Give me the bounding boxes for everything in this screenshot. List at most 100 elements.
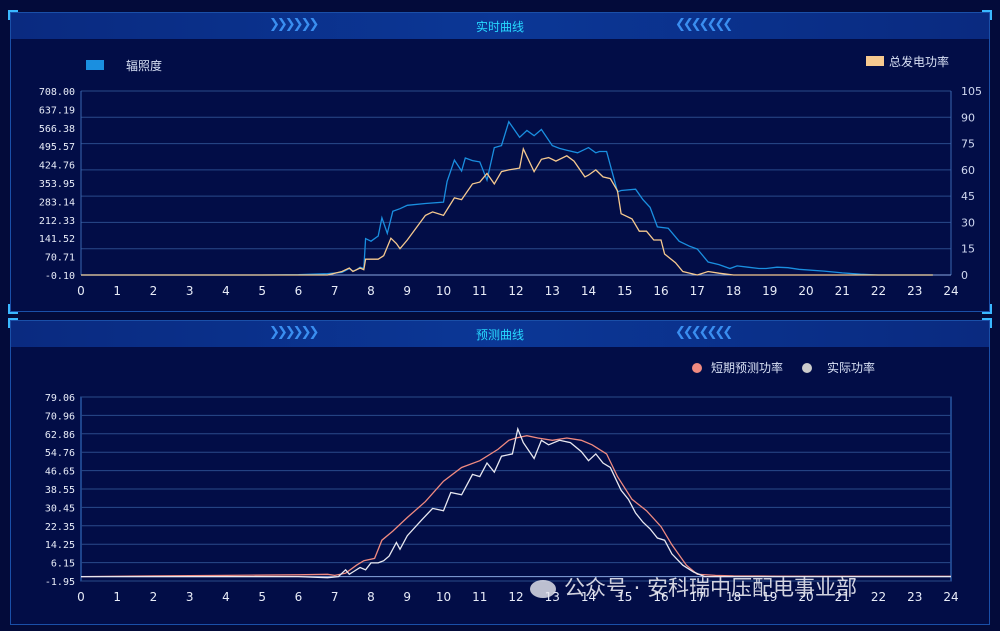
y-right-tick-label: 45	[961, 190, 975, 203]
series-line-1	[81, 120, 933, 276]
y-left-tick-label: 566.38	[39, 124, 75, 135]
watermark-text: 公众号 · 安科瑞中压配电事业部	[564, 576, 858, 600]
x-tick-label: 23	[907, 590, 922, 604]
y-right-tick-label: 60	[961, 164, 975, 177]
x-tick-label: 16	[653, 590, 668, 604]
y-left-tick-label: 70.71	[45, 253, 75, 264]
corner-accent	[982, 318, 992, 328]
x-tick-label: 8	[367, 590, 375, 604]
x-tick-label: 12	[508, 590, 523, 604]
corner-accent	[8, 318, 18, 328]
x-tick-label: 18	[726, 590, 741, 604]
x-tick-label: 13	[545, 284, 560, 298]
x-tick-label: 22	[871, 284, 886, 298]
legend-swatch	[692, 363, 702, 373]
x-tick-label: 0	[77, 590, 85, 604]
chevrons-left-icon: ❮❮❮❮❮❮❮	[675, 325, 733, 340]
y-left-tick-label: 283.14	[39, 197, 75, 208]
y-tick-label: 22.35	[45, 522, 75, 533]
x-tick-label: 23	[907, 284, 922, 298]
x-tick-label: 15	[617, 284, 632, 298]
series-line-2	[81, 146, 933, 276]
realtime-panel: ❯❯❯❯❯❯ 实时曲线 ❮❮❮❮❮❮❮ 0 15 30 45 60 75 90 105 -0.1…	[10, 12, 990, 312]
y-left-tick-label: 708.00	[39, 87, 75, 98]
corner-accent	[8, 304, 18, 314]
x-tick-label: 2	[150, 284, 158, 298]
x-tick-label: 3	[186, 284, 194, 298]
panel-title: 预测曲线	[475, 328, 524, 342]
chevrons-left-icon: ❮❮❮❮❮❮❮	[675, 17, 733, 32]
x-tick-label: 15	[617, 590, 632, 604]
y-right-tick-label: 15	[961, 243, 975, 256]
y-tick-label: 70.96	[45, 411, 75, 422]
x-tick-label: 7	[331, 284, 339, 298]
series-line-2	[81, 426, 951, 579]
y-right-tick-label: 0	[961, 269, 968, 282]
chevrons-right-icon: ❯❯❯❯❯❯	[269, 17, 319, 32]
panel-title: 实时曲线	[475, 20, 524, 34]
y-tick-label: 79.06	[45, 393, 75, 404]
legend-swatch	[866, 56, 884, 66]
x-tick-label: 9	[403, 590, 411, 604]
x-tick-label: 14	[581, 590, 596, 604]
y-right-tick-label: 75	[961, 138, 975, 151]
x-tick-label: 10	[436, 590, 451, 604]
x-tick-label: 5	[258, 590, 266, 604]
x-tick-label: 9	[403, 284, 411, 298]
x-tick-label: 11	[472, 284, 487, 298]
watermark: 公众号 · 安科瑞中压配电事业部	[530, 572, 857, 602]
panel-header: ❯❯❯❯❯❯ 实时曲线 ❮❮❮❮❮❮❮	[11, 13, 989, 39]
y-left-tick-label: 495.57	[39, 142, 75, 153]
panel-header: ❯❯❯❯❯❯ 预测曲线 ❮❮❮❮❮❮❮	[11, 321, 989, 347]
x-tick-label: 17	[690, 284, 705, 298]
y-tick-label: 54.76	[45, 448, 75, 459]
series-line-1	[80, 435, 951, 578]
x-tick-label: 10	[436, 284, 451, 298]
y-right-tick-label: 105	[961, 85, 982, 98]
wechat-icon	[530, 580, 556, 598]
x-tick-label: 0	[77, 284, 85, 298]
legend-label: 实际功率	[827, 360, 875, 375]
y-tick-label: 30.45	[45, 503, 75, 514]
x-tick-label: 3	[186, 590, 194, 604]
x-tick-label: 7	[331, 590, 339, 604]
forecast-panel: ❯❯❯❯❯❯ 预测曲线 ❮❮❮❮❮❮❮ -1.95 6.15 14.25 22.35 3…	[10, 320, 990, 625]
corner-accent	[8, 10, 18, 20]
x-tick-label: 4	[222, 284, 230, 298]
y-right-tick-label: 30	[961, 216, 975, 229]
x-tick-label: 19	[762, 284, 777, 298]
x-tick-label: 21	[835, 590, 850, 604]
x-tick-label: 22	[871, 590, 886, 604]
legend-label: 辐照度	[126, 58, 162, 73]
y-tick-label: 38.55	[45, 485, 75, 496]
y-left-tick-label: 637.19	[39, 105, 75, 116]
x-tick-label: 2	[150, 590, 158, 604]
y-left-tick-label: 424.76	[39, 161, 75, 172]
y-tick-label: 14.25	[45, 540, 75, 551]
x-tick-label: 1	[113, 590, 121, 604]
x-tick-label: 24	[943, 284, 958, 298]
x-tick-label: 6	[295, 284, 303, 298]
x-tick-label: 18	[726, 284, 741, 298]
x-tick-label: 21	[835, 284, 850, 298]
y-left-tick-label: 141.52	[39, 234, 75, 245]
chevrons-right-icon: ❯❯❯❯❯❯	[269, 325, 319, 340]
forecast-chart: -1.95 6.15 14.25 22.35 30.45 38.55 46.65 54.76 6…	[45, 360, 959, 604]
x-tick-label: 8	[367, 284, 375, 298]
corner-accent	[982, 304, 992, 314]
x-tick-label: 19	[762, 590, 777, 604]
x-tick-label: 16	[653, 284, 668, 298]
y-left-tick-label: 353.95	[39, 179, 75, 190]
y-left-tick-label: -0.10	[45, 271, 75, 282]
x-tick-label: 20	[798, 590, 813, 604]
x-tick-label: 4	[222, 590, 230, 604]
x-tick-label: 11	[472, 590, 487, 604]
y-tick-label: -1.95	[45, 577, 75, 588]
x-tick-label: 6	[295, 590, 303, 604]
x-tick-label: 1	[113, 284, 121, 298]
y-left-tick-label: 212.33	[39, 216, 75, 227]
y-tick-label: 46.65	[45, 467, 75, 478]
legend-swatch	[802, 363, 812, 373]
x-tick-label: 5	[258, 284, 266, 298]
x-tick-label: 20	[798, 284, 813, 298]
